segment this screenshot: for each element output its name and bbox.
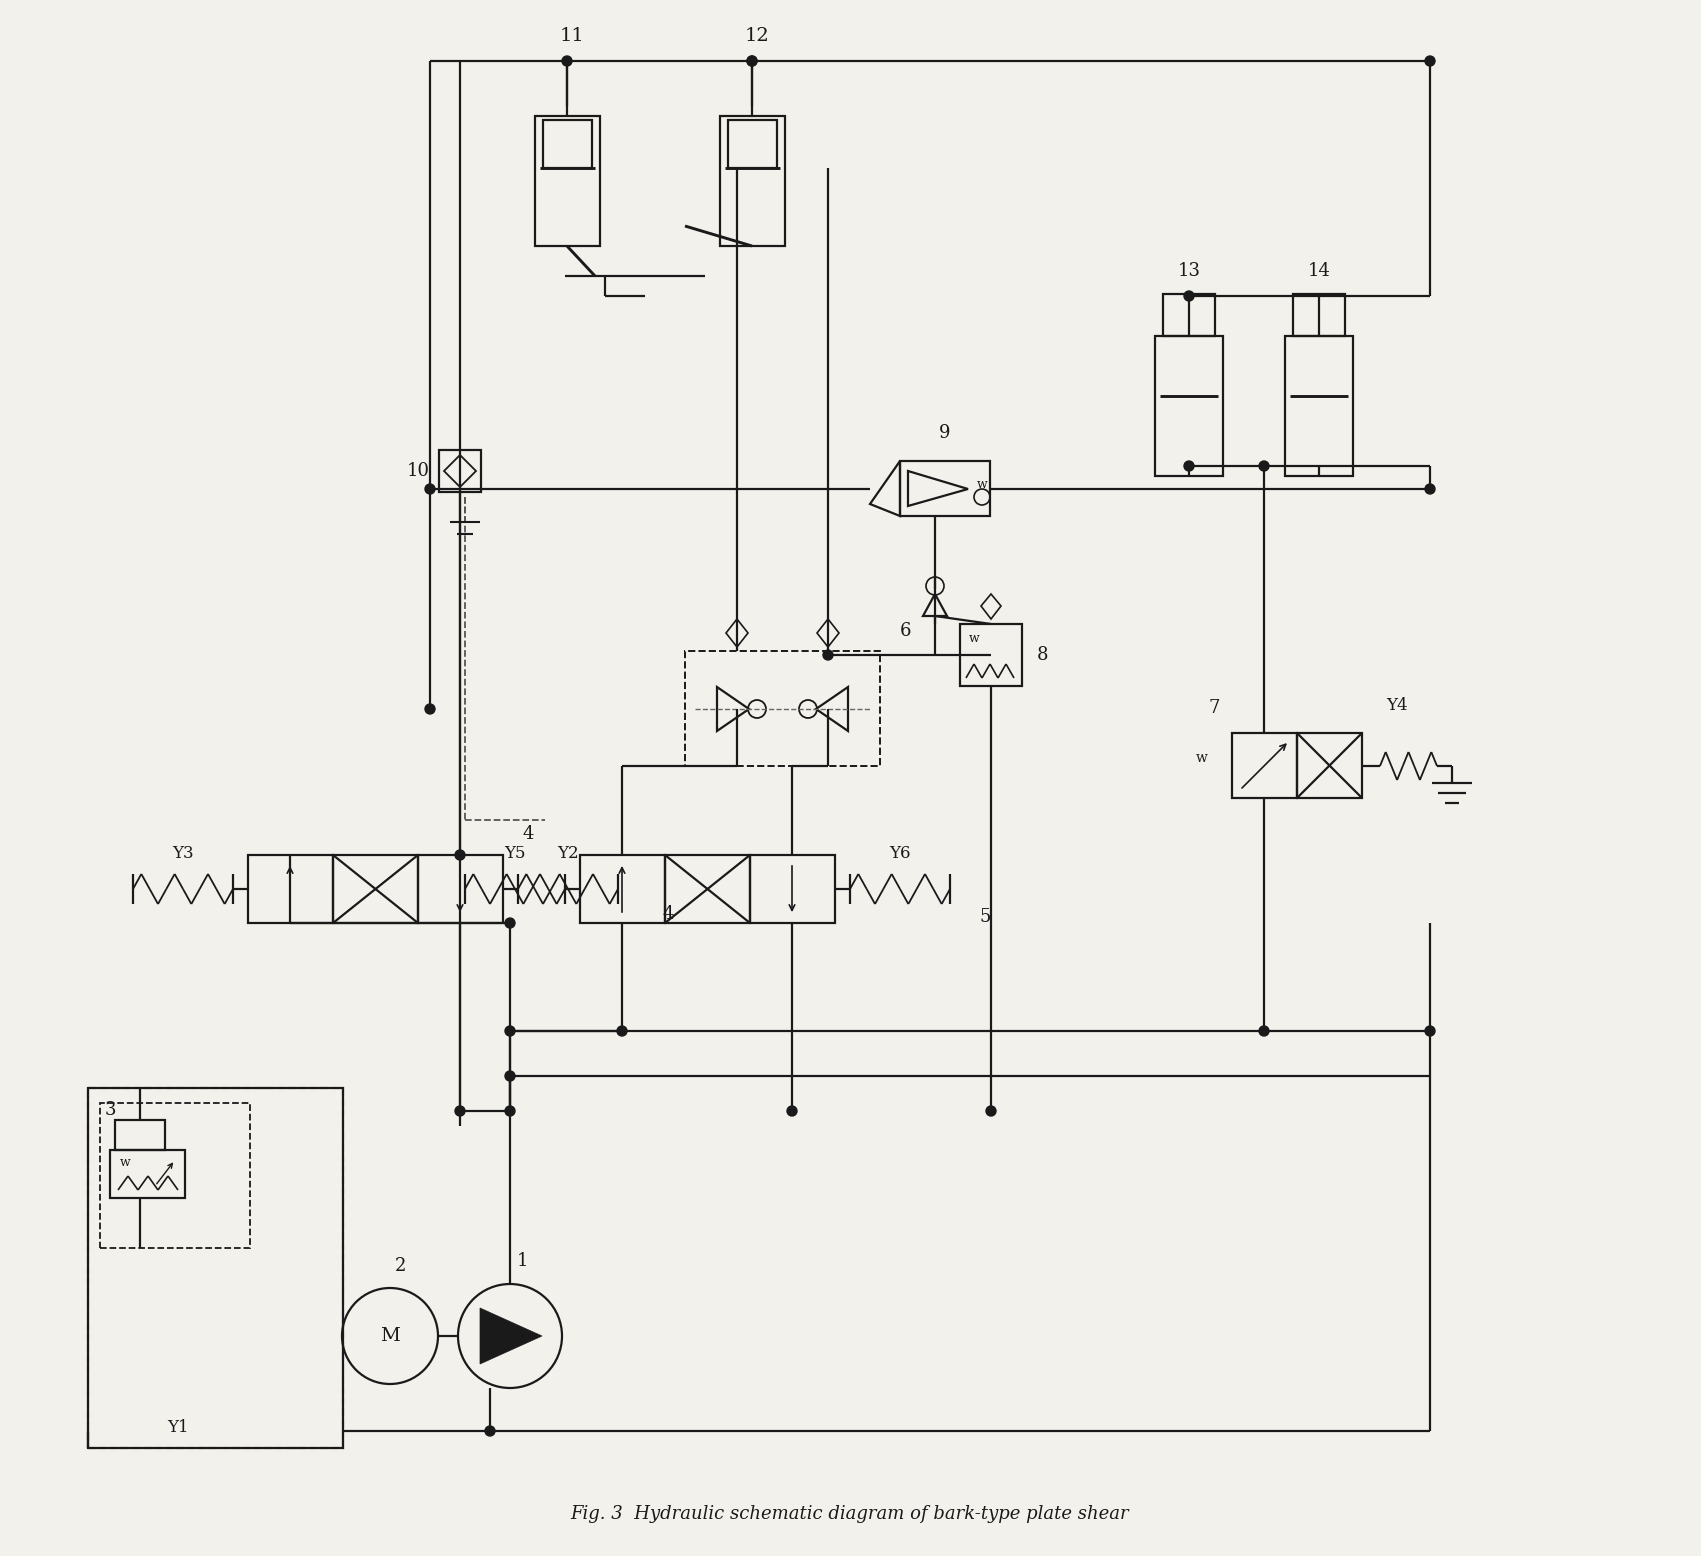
Circle shape xyxy=(425,703,435,714)
Circle shape xyxy=(505,1106,515,1116)
Bar xyxy=(100,1103,250,1248)
Bar xyxy=(111,1150,185,1198)
Text: 3: 3 xyxy=(104,1102,116,1119)
Circle shape xyxy=(788,1106,798,1116)
Bar xyxy=(750,854,835,923)
Bar xyxy=(116,1120,165,1150)
Circle shape xyxy=(1184,291,1194,300)
Bar xyxy=(665,854,750,923)
Bar xyxy=(1293,294,1345,336)
Bar xyxy=(536,117,600,246)
Circle shape xyxy=(561,56,572,65)
Bar xyxy=(543,120,592,168)
Circle shape xyxy=(747,56,757,65)
Text: Y3: Y3 xyxy=(172,845,194,862)
Circle shape xyxy=(1184,461,1194,471)
Bar xyxy=(439,450,481,492)
Polygon shape xyxy=(480,1309,543,1365)
Bar xyxy=(1284,336,1352,476)
Circle shape xyxy=(1259,1025,1269,1036)
Text: Y6: Y6 xyxy=(890,845,910,862)
Bar xyxy=(720,117,784,246)
Bar xyxy=(959,624,1022,686)
Text: 12: 12 xyxy=(745,26,769,45)
Circle shape xyxy=(485,1425,495,1436)
Bar xyxy=(1163,294,1215,336)
Circle shape xyxy=(454,1106,464,1116)
Circle shape xyxy=(1425,56,1436,65)
Bar xyxy=(88,1088,344,1449)
Text: w: w xyxy=(976,478,987,490)
Text: 2: 2 xyxy=(395,1257,405,1274)
Text: 5: 5 xyxy=(980,909,990,926)
Text: 8: 8 xyxy=(1036,646,1048,664)
Text: w: w xyxy=(1196,752,1208,766)
Bar xyxy=(333,854,418,923)
Text: M: M xyxy=(379,1327,400,1344)
Circle shape xyxy=(454,850,464,860)
Text: 10: 10 xyxy=(407,462,429,479)
Text: Y5: Y5 xyxy=(503,845,526,862)
Circle shape xyxy=(747,56,757,65)
Bar xyxy=(418,854,503,923)
Text: 1: 1 xyxy=(515,1253,527,1270)
Text: 6: 6 xyxy=(900,622,910,640)
Circle shape xyxy=(823,650,833,660)
Text: Y4: Y4 xyxy=(1386,697,1408,714)
Text: 7: 7 xyxy=(1208,699,1220,717)
Text: 9: 9 xyxy=(939,423,951,442)
Circle shape xyxy=(1259,461,1269,471)
Text: w: w xyxy=(119,1156,131,1170)
Circle shape xyxy=(505,1071,515,1081)
Bar xyxy=(580,854,665,923)
Bar xyxy=(1155,336,1223,476)
Bar xyxy=(900,461,990,517)
Circle shape xyxy=(505,918,515,927)
Bar xyxy=(1232,733,1296,798)
Text: 13: 13 xyxy=(1177,261,1201,280)
Text: 11: 11 xyxy=(560,26,585,45)
Bar xyxy=(88,1088,344,1449)
Text: 14: 14 xyxy=(1308,261,1330,280)
Text: 4: 4 xyxy=(522,825,534,843)
Bar xyxy=(728,120,777,168)
Circle shape xyxy=(1425,484,1436,493)
Bar xyxy=(686,650,879,766)
Text: 4: 4 xyxy=(662,906,674,923)
Circle shape xyxy=(617,1025,628,1036)
Text: Y1: Y1 xyxy=(167,1419,189,1436)
Text: Y2: Y2 xyxy=(558,845,578,862)
Circle shape xyxy=(425,484,435,493)
Bar xyxy=(248,854,333,923)
Text: w: w xyxy=(968,632,980,644)
Circle shape xyxy=(987,1106,997,1116)
Circle shape xyxy=(505,1025,515,1036)
Bar xyxy=(1296,733,1363,798)
Text: Fig. 3  Hydraulic schematic diagram of bark-type plate shear: Fig. 3 Hydraulic schematic diagram of ba… xyxy=(572,1505,1129,1523)
Circle shape xyxy=(1425,1025,1436,1036)
